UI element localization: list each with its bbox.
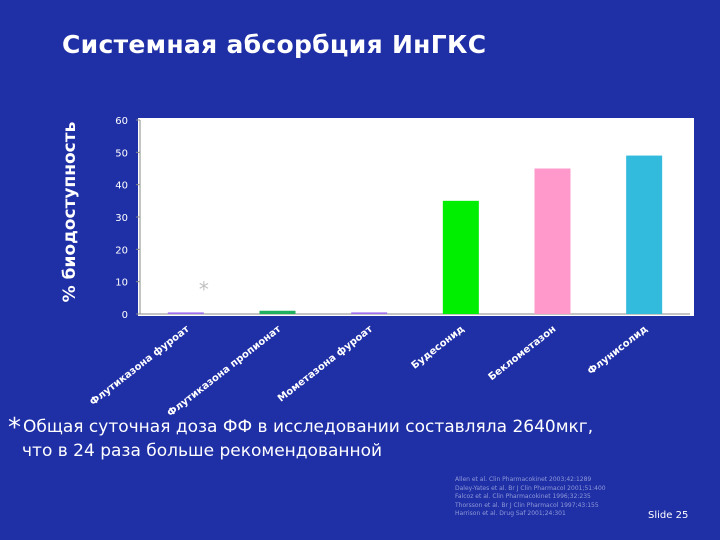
bar — [534, 168, 571, 314]
reference-line: Allen et al. Clin Pharmacokinet 2003;42:… — [455, 476, 592, 483]
bar — [167, 312, 204, 314]
bar — [351, 312, 388, 314]
plot-area — [138, 118, 694, 316]
reference-line: Falcoz et al. Clin Pharmacokinet 1996;32… — [455, 493, 591, 501]
bar — [259, 310, 296, 314]
references: Allen et al. Clin Pharmacokinet 2003;42:… — [455, 476, 715, 519]
data-label: <0.5% — [161, 292, 212, 308]
annotation-asterisk: * — [199, 278, 209, 302]
footnote: * Общая суточная доза ФФ в исследовании с… — [8, 413, 648, 463]
bar — [442, 200, 479, 314]
x-tick-label: Флунисолид — [586, 324, 650, 378]
reference-line: Thorsson et al. Br J Clin Pharmacol 1997… — [455, 501, 599, 509]
data-label: 35% — [444, 181, 478, 197]
y-tick-label: 50 — [115, 148, 128, 159]
data-label: <0.5% — [344, 292, 395, 308]
slide-title: Системная абсорбция ИнГКС — [62, 30, 487, 59]
footnote-line-1: Общая суточная доза ФФ в исследовании со… — [23, 417, 594, 437]
y-axis-title: % биодоступность — [60, 122, 80, 303]
data-label: 49% — [627, 136, 661, 152]
reference-line: Harrison et al. Drug Saf 2001;24:301 — [455, 510, 566, 518]
y-tick-label: 40 — [115, 181, 128, 192]
reference-line: Daley-Yates et al. Br J Clin Pharmacol 2… — [455, 484, 606, 492]
x-tick-label: Будесонид — [410, 324, 467, 372]
data-label: 45% — [536, 149, 570, 165]
slide-number: Slide 25 — [648, 510, 689, 521]
y-tick-label: 30 — [115, 213, 128, 224]
bioavailability-chart: 0 10 20 30 40 50 60 <0.5% <1% <0.5% 35% 45% 49% Флу… — [60, 116, 694, 415]
bar — [626, 155, 663, 314]
footnote-asterisk: * — [8, 413, 21, 443]
footnote-line-2: что в 24 раза больше рекомендованной — [22, 441, 383, 461]
x-tick-label: Флутиказона фуроат — [87, 323, 191, 408]
x-tick-label: Мометазона фуроат — [275, 323, 375, 405]
x-tick-label: Беклометазон — [487, 324, 559, 384]
data-label: <1% — [260, 291, 296, 307]
y-tick-label: 0 — [122, 310, 128, 321]
y-tick-label: 60 — [115, 116, 128, 127]
y-tick-label: 20 — [115, 245, 128, 256]
y-tick-label: 10 — [115, 278, 128, 289]
